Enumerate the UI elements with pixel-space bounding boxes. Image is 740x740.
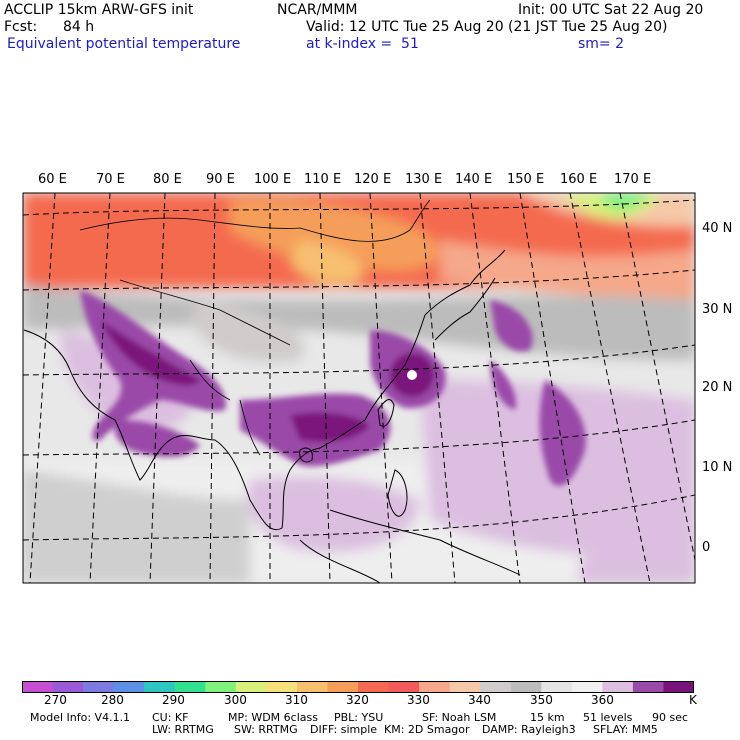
- footer-damp: DAMP: Rayleigh3: [482, 723, 576, 736]
- colorbar-swatch: [419, 681, 451, 693]
- colorbar-tick-320: 320: [346, 693, 369, 707]
- colorbar-swatch: [22, 681, 54, 693]
- colorbar-tick-300: 300: [224, 693, 247, 707]
- colorbar-swatch: [541, 681, 573, 693]
- colorbar-swatch: [113, 681, 145, 693]
- colorbar-frame: [22, 681, 694, 693]
- lon-label-110e: 110 E: [304, 172, 342, 187]
- colorbar-tick-340: 340: [468, 693, 491, 707]
- lon-label-130e: 130 E: [405, 172, 443, 187]
- footer-km: KM: 2D Smagor: [384, 723, 470, 736]
- colorbar: [22, 681, 694, 693]
- lat-label-30n: 30 N: [702, 302, 733, 317]
- lon-label-60e: 60 E: [38, 172, 67, 187]
- colorbar-swatch: [449, 681, 481, 693]
- level-index: at k-index = 51: [306, 36, 419, 52]
- footer-sflay: SFLAY: MM5: [593, 723, 658, 736]
- colorbar-swatch: [388, 681, 420, 693]
- model-title: ACCLIP 15km ARW-GFS init: [4, 2, 194, 18]
- org-label: NCAR/MMM: [277, 2, 358, 18]
- colorbar-swatch: [174, 681, 206, 693]
- colorbar-swatch: [52, 681, 84, 693]
- footer-cu: CU: KF: [152, 711, 189, 724]
- colorbar-swatch: [144, 681, 176, 693]
- typhoon-eye: [407, 370, 417, 380]
- lon-label-160e: 160 E: [560, 172, 598, 187]
- colorbar-swatch: [602, 681, 634, 693]
- footer-diff: DIFF: simple: [310, 723, 378, 736]
- footer-sf: SF: Noah LSM: [422, 711, 497, 724]
- colorbar-swatch: [632, 681, 664, 693]
- forecast-label: Fcst:: [4, 19, 38, 35]
- colorbar-swatch: [358, 681, 390, 693]
- footer-sw: SW: RRTMG: [234, 723, 298, 736]
- colorbar-tick-290: 290: [162, 693, 185, 707]
- colorbar-swatch: [663, 681, 694, 693]
- lat-label-equator: 0: [702, 540, 711, 555]
- footer-levels: 51 levels: [583, 711, 633, 724]
- lat-label-10n: 10 N: [702, 460, 733, 475]
- footer-resolution: 15 km: [530, 711, 565, 724]
- lon-label-150e: 150 E: [507, 172, 545, 187]
- lon-label-90e: 90 E: [206, 172, 235, 187]
- lon-label-170e: 170 E: [614, 172, 652, 187]
- colorbar-swatch: [235, 681, 267, 693]
- init-time: Init: 00 UTC Sat 22 Aug 20: [518, 2, 704, 18]
- colorbar-unit: K: [689, 693, 697, 707]
- colorbar-tick-270: 270: [44, 693, 67, 707]
- lon-label-140e: 140 E: [455, 172, 493, 187]
- map-frame: [22, 192, 696, 584]
- colorbar-swatch: [510, 681, 542, 693]
- colorbar-tick-330: 330: [407, 693, 430, 707]
- lon-label-100e: 100 E: [254, 172, 292, 187]
- footer-timestep: 90 sec: [652, 711, 689, 724]
- colorbar-swatch: [296, 681, 328, 693]
- lon-label-80e: 80 E: [153, 172, 182, 187]
- footer-lw: LW: RRTMG: [152, 723, 214, 736]
- colorbar-swatch: [205, 681, 237, 693]
- colorbar-tick-310: 310: [285, 693, 308, 707]
- colorbar-swatch: [266, 681, 298, 693]
- lat-label-20n: 20 N: [702, 380, 733, 395]
- graticule: [23, 193, 695, 583]
- colorbar-tick-360: 360: [591, 693, 614, 707]
- colorbar-swatch: [327, 681, 359, 693]
- colorbar-tick-350: 350: [530, 693, 553, 707]
- colorbar-tick-280: 280: [101, 693, 124, 707]
- lat-label-40n: 40 N: [702, 221, 733, 236]
- valid-time: Valid: 12 UTC Tue 25 Aug 20 (21 JST Tue …: [306, 19, 668, 35]
- colorbar-swatch: [480, 681, 512, 693]
- forecast-hours: 84 h: [63, 19, 95, 35]
- high-theta-e-cores: [80, 290, 586, 486]
- footer-model-info: Model Info: V4.1.1: [30, 711, 131, 724]
- smoothing-label: sm= 2: [578, 36, 625, 52]
- footer-pbl: PBL: YSU: [334, 711, 384, 724]
- colorbar-swatch: [83, 681, 115, 693]
- lon-label-70e: 70 E: [96, 172, 125, 187]
- colorbar-swatch: [571, 681, 603, 693]
- lon-label-120e: 120 E: [354, 172, 392, 187]
- footer-mp: MP: WDM 6class: [228, 711, 318, 724]
- field-name: Equivalent potential temperature: [7, 36, 241, 52]
